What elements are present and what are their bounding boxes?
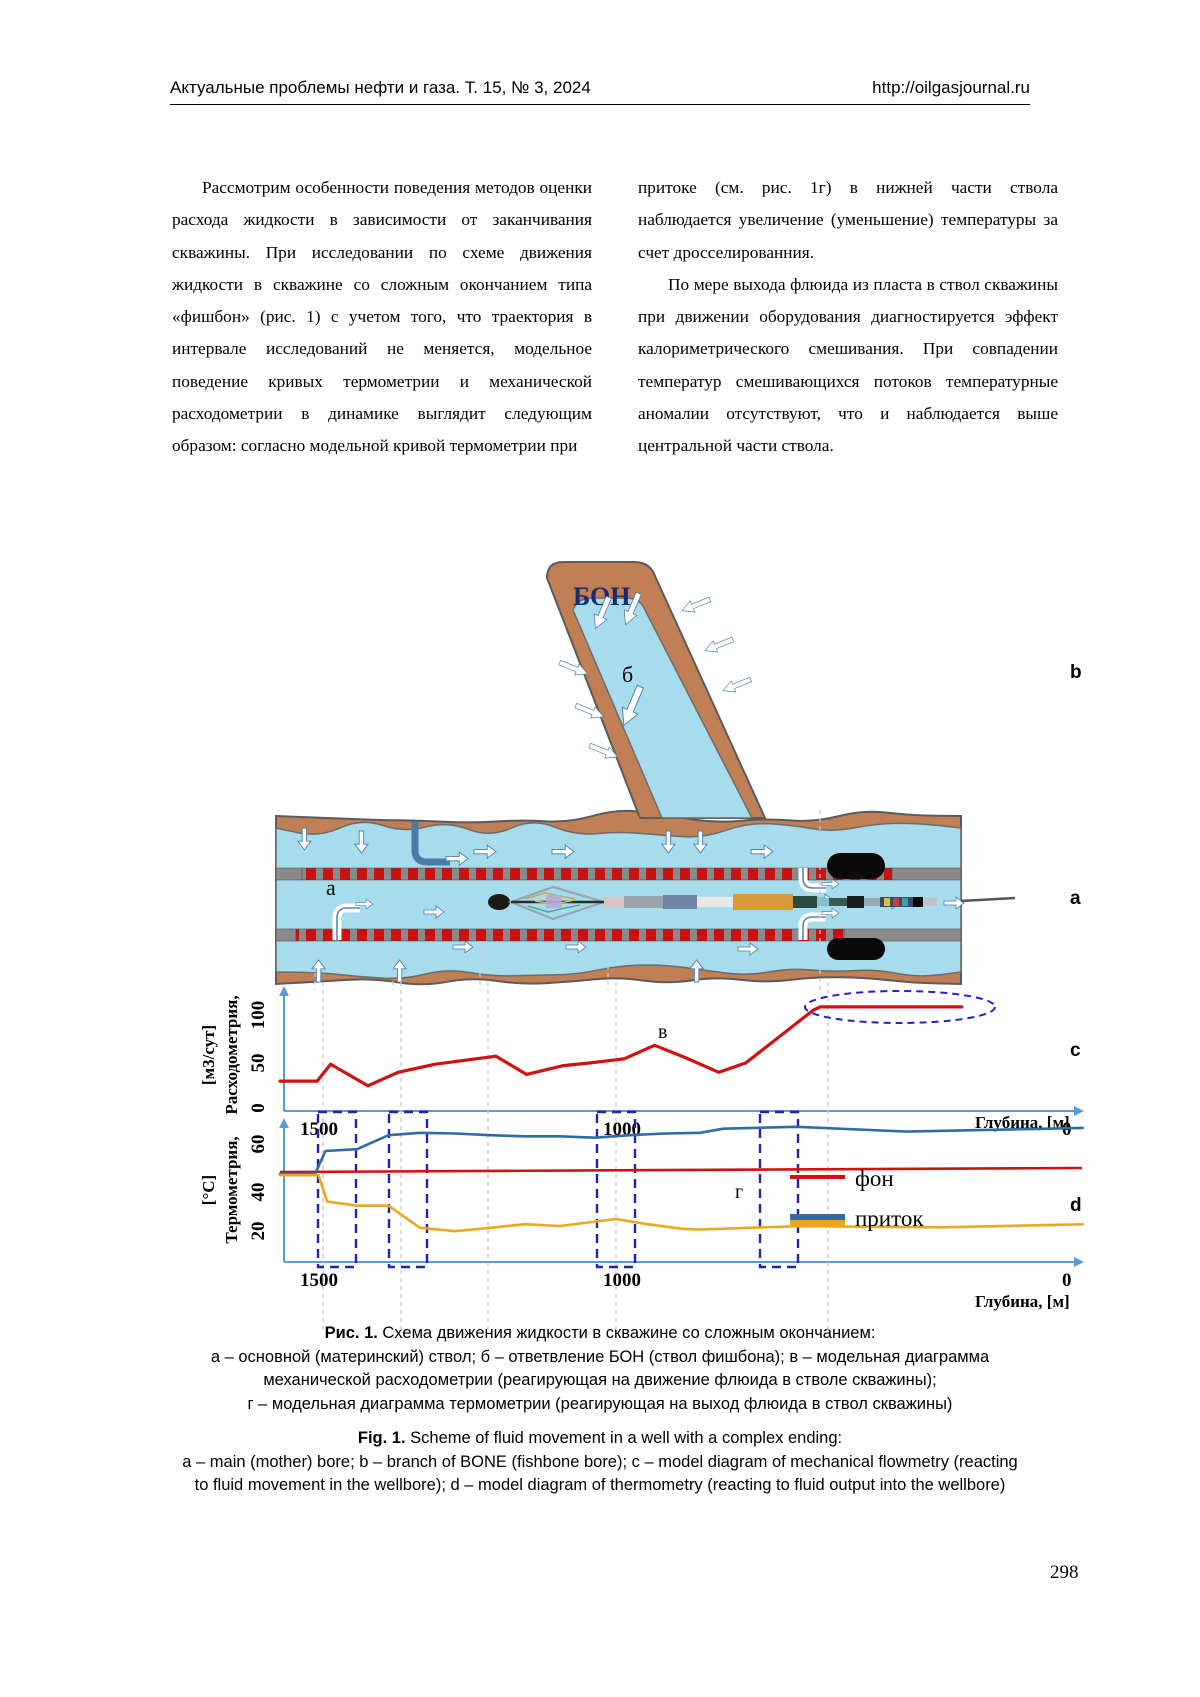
svg-text:0: 0 [248,1103,269,1113]
svg-text:Расходометрия,: Расходометрия, [222,995,241,1114]
svg-text:0: 0 [1062,1270,1072,1291]
svg-text:1000: 1000 [603,1270,641,1291]
svg-text:40: 40 [248,1183,269,1202]
svg-text:1500: 1500 [300,1270,338,1291]
svg-text:Глубина, [м]: Глубина, [м] [975,1292,1070,1311]
svg-text:Термометрия,: Термометрия, [222,1136,241,1243]
svg-text:60: 60 [248,1135,269,1154]
svg-text:20: 20 [248,1222,269,1241]
svg-text:[°C]: [°C] [199,1175,218,1205]
svg-text:100: 100 [248,1001,269,1030]
svg-text:в: в [658,1021,667,1043]
svg-text:приток: приток [855,1206,924,1231]
svg-text:[м3/сут]: [м3/сут] [199,1025,218,1085]
svg-text:г: г [735,1181,743,1203]
svg-text:50: 50 [248,1054,269,1073]
svg-text:фон: фон [855,1166,894,1191]
svg-text:б: б [622,662,633,687]
svg-text:a: a [326,875,336,900]
